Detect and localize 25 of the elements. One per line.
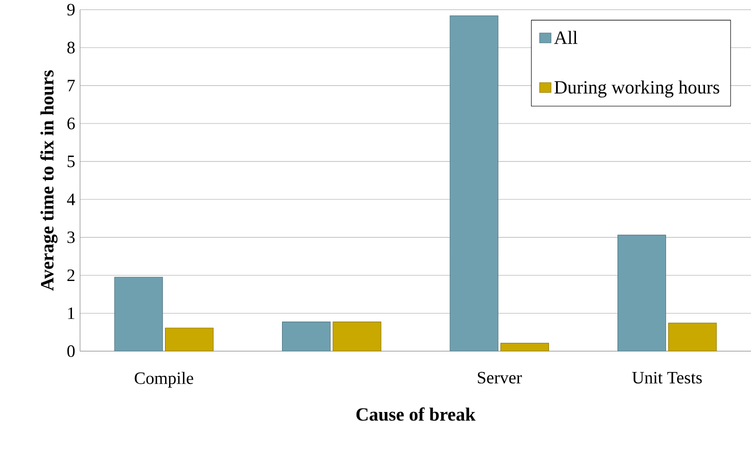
y-tick-label: 9 [67, 4, 75, 16]
bar [450, 15, 498, 352]
bar [282, 322, 331, 352]
legend-label: All [554, 30, 578, 44]
bar [500, 342, 550, 352]
y-tick-label: 1 [68, 307, 74, 319]
x-tick-label: Server [478, 372, 522, 384]
bar [617, 234, 666, 352]
y-tick-label: 5 [68, 156, 75, 168]
bar [164, 328, 214, 352]
y-tick-label: 4 [66, 194, 76, 205]
y-tick-label: 3 [67, 231, 75, 244]
x-axis-title: Cause of break [356, 407, 476, 421]
y-tick-label: 8 [67, 42, 75, 54]
y-tick-label: 2 [67, 269, 74, 281]
bar [332, 322, 382, 352]
x-tick-label: Unit Tests [632, 372, 702, 384]
x-tick-label: Compile [134, 372, 194, 388]
y-tick-label: 7 [68, 80, 75, 92]
bar [114, 276, 163, 352]
y-axis-title: Average time to fix in hours [40, 70, 58, 291]
bar [668, 322, 717, 352]
y-tick-label: 6 [67, 118, 75, 130]
legend-label: During working hours [554, 80, 720, 98]
y-tick-label: 0 [67, 345, 75, 357]
